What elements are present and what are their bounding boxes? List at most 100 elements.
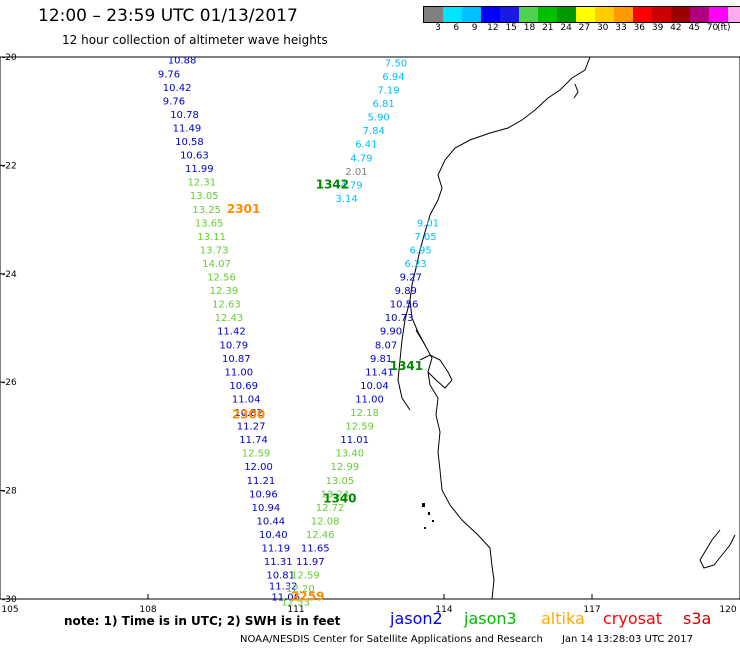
wave-height-value: 13.24 — [321, 489, 350, 500]
legend-swatch — [709, 7, 728, 22]
wave-height-value: 3.14 — [335, 194, 357, 205]
wave-height-value: 6.81 — [372, 99, 394, 110]
wave-height-value: 10.40 — [259, 530, 288, 541]
wave-height-value: 11.04 — [232, 394, 261, 405]
wave-height-value: 10.42 — [163, 83, 192, 94]
credit-spacer — [546, 634, 559, 645]
wave-height-value: 9.01 — [417, 218, 439, 229]
coastline — [397, 56, 736, 600]
wave-height-value: 10.63 — [180, 151, 209, 162]
x-tick-label: 120 — [719, 605, 736, 615]
wave-height-value: 11.32 — [269, 581, 298, 592]
legend-swatch — [671, 7, 690, 22]
legend-label: 12 — [487, 23, 499, 33]
wave-height-value: 10.88 — [168, 56, 197, 67]
wave-height-value: 4.79 — [340, 180, 362, 191]
wave-height-value: 10.87 — [222, 354, 251, 365]
y-tick-label: -20 — [2, 53, 17, 63]
islands — [422, 503, 434, 529]
wave-height-value: 9.27 — [400, 273, 422, 284]
legend-label: 42 — [670, 23, 682, 33]
wave-height-value: 10.69 — [229, 381, 258, 392]
wave-height-value: 13.05 — [326, 476, 355, 487]
wave-height-value: 11.21 — [247, 476, 276, 487]
wave-height-value: 10.58 — [175, 137, 204, 148]
wave-height-value: 12.63 — [212, 300, 241, 311]
wave-height-value: 12.46 — [306, 530, 335, 541]
satellite-legend-item: s3a — [683, 609, 712, 628]
pass-time-label: 1342 — [316, 177, 349, 191]
map-frame — [0, 56, 740, 600]
x-tick-label: 114 — [435, 605, 452, 615]
wave-height-value: 10.79 — [220, 340, 249, 351]
satellite-legend-item: cryosat — [603, 609, 663, 628]
x-tick-label: 108 — [139, 605, 156, 615]
wave-height-value: 10.78 — [170, 110, 199, 121]
legend-unit: (ft) — [717, 23, 731, 33]
legend-swatch — [690, 7, 709, 22]
wave-height-value: 13.05 — [190, 191, 219, 202]
pass-time-label: 2259 — [291, 589, 324, 603]
wave-height-value: 11.42 — [217, 327, 246, 338]
wave-height-value: 14.07 — [202, 259, 231, 270]
wave-height-value: 13.65 — [195, 218, 224, 229]
page-title: 12:00 – 23:59 UTC 01/13/2017 — [38, 6, 298, 26]
legend-swatch — [652, 7, 671, 22]
wave-height-value: 6.41 — [355, 140, 377, 151]
wave-height-value: 9.90 — [380, 327, 402, 338]
legend-label: 18 — [523, 23, 536, 33]
axis-ticks: 105 108 111 114 117 120 -20 -22 -24 -26 -28 -30 — [0, 53, 740, 615]
wave-height-value: 10.04 — [360, 381, 389, 392]
wave-height-value: 10.82 — [234, 408, 263, 419]
credit-timestamp: Jan 14 13:28:03 UTC 2017 — [561, 634, 693, 645]
wave-height-value: 11.01 — [340, 435, 369, 446]
legend-swatch — [728, 7, 740, 22]
wave-height-value: 12.18 — [350, 408, 379, 419]
wave-height-value: 11.97 — [296, 557, 325, 568]
legend-swatch — [443, 7, 462, 22]
wave-height-value: 10.44 — [257, 516, 286, 527]
wave-height-value: 7.19 — [377, 86, 399, 97]
wave-height-value: 6.95 — [409, 245, 431, 256]
x-tick-label: 111 — [287, 605, 304, 615]
pass-time-label: 1340 — [323, 492, 356, 506]
wave-height-value: 11.19 — [261, 544, 290, 555]
wave-height-value: 11.99 — [185, 164, 214, 175]
wave-height-value: 12.08 — [311, 516, 340, 527]
wave-height-value: 11.65 — [301, 544, 330, 555]
satellite-legend-item: jason3 — [464, 609, 517, 628]
wave-height-value: 12.31 — [187, 178, 216, 189]
wave-height-value: 6.94 — [382, 72, 404, 83]
wave-height-value: 13.25 — [192, 205, 221, 216]
wave-height-value: 10.81 — [266, 571, 295, 582]
wave-height-value: 11.00 — [355, 394, 384, 405]
legend-label: 36 — [633, 23, 646, 33]
wave-height-value: 12.59 — [242, 449, 271, 460]
legend-label: 27 — [578, 23, 591, 33]
y-tick-label: -28 — [2, 487, 17, 497]
legend-swatch — [538, 7, 557, 22]
wave-height-value: 11.27 — [237, 422, 266, 433]
wave-height-value: 11.41 — [365, 367, 394, 378]
legend-label: 21 — [542, 23, 554, 33]
wave-height-value: 11.74 — [239, 435, 268, 446]
legend-swatch — [614, 7, 633, 22]
y-tick-label: -22 — [2, 161, 17, 171]
pass-time-label: 2301 — [227, 202, 260, 216]
wave-height-value: 13.73 — [200, 245, 229, 256]
wave-height-value: 11.06 — [271, 592, 300, 603]
wave-height-value: 5.90 — [368, 113, 390, 124]
y-tick-label: -30 — [2, 595, 17, 605]
legend-label: 30 — [596, 23, 609, 33]
y-tick-label: -24 — [2, 270, 17, 280]
legend-swatch — [462, 7, 481, 22]
legend-label: 24 — [560, 23, 572, 33]
legend-color-bar — [423, 6, 740, 23]
x-tick-label: 117 — [583, 605, 600, 615]
legend-swatch — [424, 7, 443, 22]
y-tick-label: -26 — [2, 378, 17, 388]
wave-height-value: 10.94 — [252, 503, 281, 514]
x-tick-label: 105 — [1, 605, 18, 615]
credit-text: NOAA/NESDIS Center for Satellite Applica… — [240, 634, 543, 645]
wave-height-value: 13.40 — [335, 449, 364, 460]
